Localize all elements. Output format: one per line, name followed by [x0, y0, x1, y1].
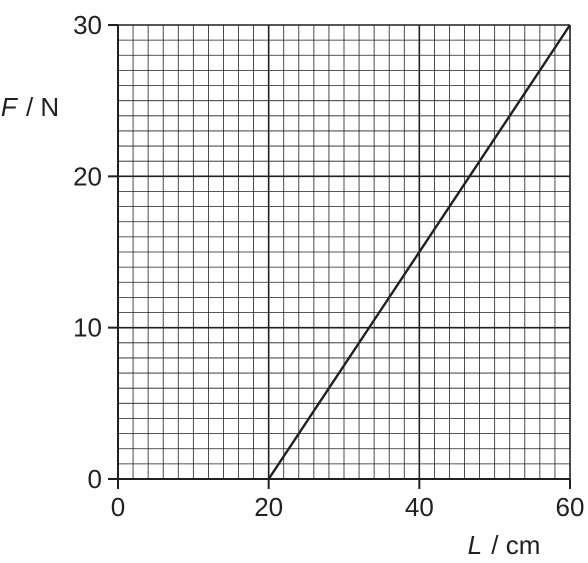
- tick-marks: [108, 24, 571, 489]
- x-tick-labels: 0 20 40 60: [111, 492, 585, 522]
- series-group: [267, 24, 571, 480]
- y-tick-label: 20: [73, 161, 102, 191]
- x-tick-label: 60: [556, 492, 585, 522]
- y-axis-unit: N: [40, 92, 59, 122]
- y-axis-label: F / N: [1, 92, 59, 122]
- y-tick-labels: 0 10 20 30: [73, 10, 102, 494]
- axes: [117, 25, 570, 480]
- x-axis-unit: cm: [506, 530, 541, 560]
- y-tick-label: 30: [73, 10, 102, 40]
- x-tick-label: 20: [254, 492, 283, 522]
- x-tick-label: 40: [405, 492, 434, 522]
- x-axis-label: L / cm: [468, 530, 541, 560]
- y-tick-label: 0: [88, 464, 102, 494]
- y-tick-label: 10: [73, 313, 102, 343]
- y-axis-variable: F: [1, 92, 19, 122]
- series-line: [267, 24, 571, 480]
- minor-grid: [117, 24, 571, 480]
- x-axis-variable: L: [468, 530, 482, 560]
- x-tick-label: 0: [111, 492, 125, 522]
